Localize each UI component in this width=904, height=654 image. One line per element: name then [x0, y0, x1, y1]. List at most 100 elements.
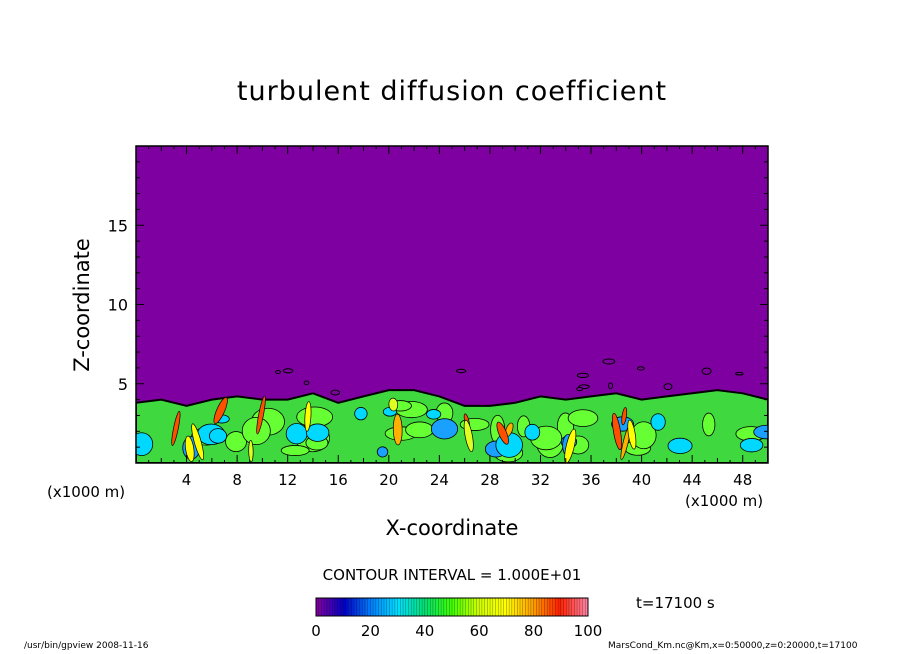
turbulence-core — [667, 437, 693, 454]
x-tick-label: 40 — [632, 471, 651, 489]
residual-eddy — [663, 383, 673, 391]
colorbar-cell — [520, 598, 523, 616]
x-tick-label: 12 — [278, 471, 297, 489]
colorbar-cell — [495, 598, 499, 616]
colorbar-cell — [577, 598, 581, 616]
colorbar-cell — [424, 598, 428, 616]
turbulence-core — [208, 428, 228, 444]
colorbar-cell — [386, 598, 390, 616]
colorbar-cell — [356, 598, 360, 616]
turbulence-core — [136, 432, 154, 456]
colorbar-cell — [438, 598, 442, 616]
colorbar-cell — [441, 598, 445, 616]
colorbar-cell — [378, 598, 382, 616]
turbulence-core — [739, 438, 764, 453]
turbulence-plume — [564, 428, 577, 463]
colorbar-cell — [563, 598, 567, 616]
colorbar: 0 20 40 60 80 100 — [311, 597, 603, 640]
colorbar-cell — [351, 598, 355, 616]
colorbar-cell — [345, 598, 349, 616]
colorbar-cell — [511, 598, 515, 616]
turbulence-plume — [184, 435, 195, 462]
turbulence-plume — [463, 419, 474, 453]
turbulent-field — [136, 358, 768, 463]
colorbar-cell — [329, 598, 333, 616]
x-tick-label: 8 — [232, 471, 242, 489]
turbulence-plume — [392, 413, 403, 446]
colorbar-cell — [579, 598, 583, 616]
turbulence-plume — [304, 401, 312, 432]
residual-eddy — [735, 371, 744, 376]
time-label: t=17100 s — [636, 594, 715, 612]
colorbar-cell — [427, 598, 431, 616]
colorbar-cell — [514, 598, 518, 616]
colorbar-cell — [484, 598, 488, 616]
colorbar-cell — [354, 598, 357, 616]
colorbar-cell — [375, 598, 379, 616]
colorbar-tick-label: 40 — [415, 622, 434, 640]
colorbar-cell — [449, 598, 453, 616]
turbulence-plume — [388, 397, 399, 412]
colorbar-cell — [503, 598, 507, 616]
colorbar-cell — [430, 598, 434, 616]
colorbar-cell — [490, 598, 493, 616]
residual-eddy — [330, 389, 341, 396]
colorbar-cell — [522, 598, 526, 616]
turbulence-patch — [567, 409, 599, 427]
colorbar-tick-label: 80 — [524, 622, 543, 640]
colorbar-cell — [549, 598, 553, 616]
colorbar-cell — [416, 598, 420, 616]
x-tick-label: 20 — [379, 471, 398, 489]
colorbar-cell — [558, 598, 561, 616]
turbulence-core — [426, 409, 442, 420]
colorbar-cell — [568, 598, 572, 616]
colorbar-cell — [528, 598, 532, 616]
colorbar-cell — [536, 598, 540, 616]
colorbar-cell — [544, 598, 548, 616]
colorbar-cell — [348, 598, 352, 616]
colorbar-cell — [473, 598, 477, 616]
turbulence-patch — [225, 431, 247, 453]
colorbar-tick-label: 100 — [574, 622, 603, 640]
colorbar-cell — [457, 598, 461, 616]
x-tick-label: 32 — [531, 471, 550, 489]
colorbar-cell — [364, 598, 368, 616]
colorbar-cell — [539, 598, 542, 616]
turbulence-patch — [280, 445, 310, 456]
colorbar-cell — [316, 598, 319, 616]
colorbar-cell — [479, 598, 483, 616]
turbulence-plume — [191, 423, 205, 461]
footer-left: /usr/bin/gpview 2008-11-16 — [24, 641, 149, 651]
residual-eddy — [576, 386, 584, 392]
colorbar-cell — [443, 598, 447, 616]
turbulence-plume — [621, 407, 628, 426]
colorbar-cell — [373, 598, 377, 616]
turbulence-core — [524, 423, 541, 441]
x-tick-label: 36 — [581, 471, 600, 489]
colorbar-cell — [332, 598, 336, 616]
x-tick-label: 4 — [182, 471, 192, 489]
colorbar-cell — [582, 598, 586, 616]
colorbar-cell — [460, 598, 464, 616]
colorbar-cell — [533, 598, 537, 616]
colorbar-cell — [403, 598, 406, 616]
turbulence-core — [354, 407, 368, 421]
colorbar-cell — [422, 598, 425, 616]
y-tick-label: 5 — [118, 375, 128, 394]
x-tick-label: 44 — [683, 471, 702, 489]
colorbar-cell — [517, 598, 521, 616]
colorbar-cell — [340, 598, 344, 616]
x-tick-label: 16 — [329, 471, 348, 489]
colorbar-cell — [506, 598, 510, 616]
residual-eddy — [636, 366, 645, 371]
residual-eddy — [275, 369, 281, 374]
colorbar-cell — [359, 598, 363, 616]
turbulence-plume — [256, 395, 266, 435]
turbulence-plume — [213, 397, 228, 424]
y-tick-label: 10 — [108, 296, 128, 315]
turbulence-core — [285, 423, 308, 445]
colorbar-tick-label: 0 — [311, 622, 321, 640]
colorbar-cell — [487, 598, 491, 616]
turbulence-patch — [405, 421, 434, 439]
